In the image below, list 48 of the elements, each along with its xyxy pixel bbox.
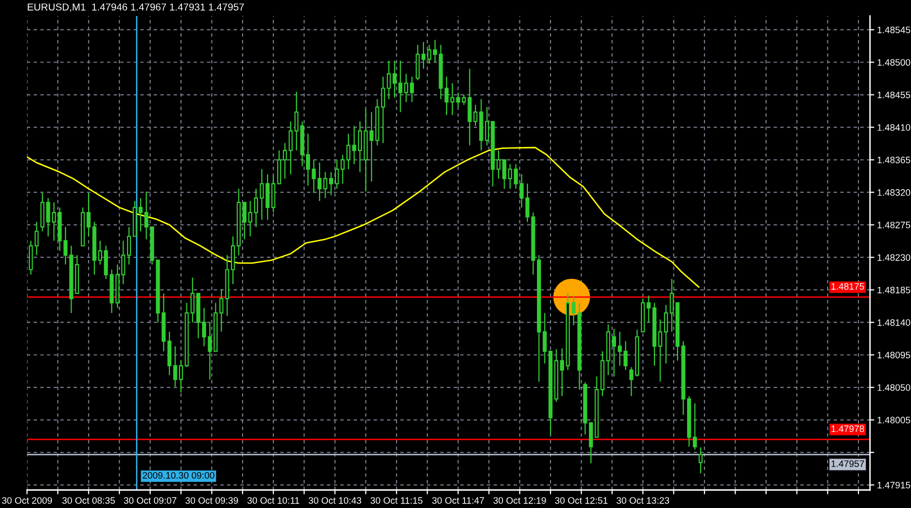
candlestick	[306, 133, 310, 186]
candlestick	[410, 76, 414, 103]
candlestick	[484, 106, 489, 146]
x-tick-label: 30 Oct 11:15	[370, 497, 422, 504]
candlestick	[421, 41, 426, 70]
y-tick-label: 1.48095	[878, 352, 910, 358]
candlestick	[370, 112, 374, 182]
y-tick-label: 1.48275	[878, 222, 910, 228]
candlestick	[127, 226, 132, 266]
x-tick-label: 30 Oct 12:51	[555, 497, 608, 504]
candlestick	[242, 202, 246, 240]
y-tick-label: 1.48140	[878, 319, 910, 326]
x-tick-label: 30 Oct 08:35	[62, 497, 115, 504]
candlestick	[583, 382, 588, 435]
y-tick-label: 1.48410	[878, 124, 910, 131]
line-series	[27, 146, 700, 288]
candlestick	[416, 44, 420, 81]
y-tick-label: 1.48050	[878, 384, 910, 391]
y-tick-label: 1.47915	[878, 482, 910, 488]
y-tick-label: 1.48455	[878, 92, 910, 98]
chart-title: EURUSD,M1 1.47946 1.47967 1.47931 1.47957	[28, 3, 244, 12]
y-tick-label: 1.48005	[878, 416, 910, 424]
x-tick-label: 30 Oct 13:23	[616, 497, 670, 504]
x-tick-label: 30 Oct 12:19	[493, 497, 546, 504]
x-tick-label: 30 Oct 09:07	[124, 497, 176, 504]
candlestick	[63, 226, 68, 266]
candlestick	[612, 328, 616, 378]
x-tick-label: 30 Oct 09:39	[185, 497, 238, 504]
candlestick	[577, 302, 582, 390]
candlestick	[664, 304, 668, 364]
y-tick-label: 1.48365	[878, 156, 910, 164]
x-tick-label: 30 Oct 2009	[2, 497, 52, 504]
y-tick-label: 1.48230	[878, 254, 910, 261]
candlestick	[190, 277, 195, 323]
ref-line-label: 1.47978	[832, 425, 864, 432]
x-tick-label: 30 Oct 10:43	[308, 497, 362, 504]
y-tick-label: 1.48320	[878, 189, 910, 196]
y-tick-label: 1.48185	[878, 286, 910, 294]
candlestick	[692, 402, 697, 450]
candlestick	[548, 350, 553, 436]
x-tick-label: 30 Oct 11:47	[432, 497, 484, 504]
candlestick	[698, 446, 703, 474]
ref-line-label: 1.48175	[832, 283, 864, 290]
ref-line-label: 2009.10.30 09:00	[142, 472, 214, 479]
y-tick-label: 1.48500	[878, 59, 910, 66]
x-tick-label: 30 Oct 10:11	[247, 497, 300, 504]
y-tick-label: 1.48545	[878, 26, 910, 34]
ref-line-label: 1.47957	[832, 460, 864, 467]
